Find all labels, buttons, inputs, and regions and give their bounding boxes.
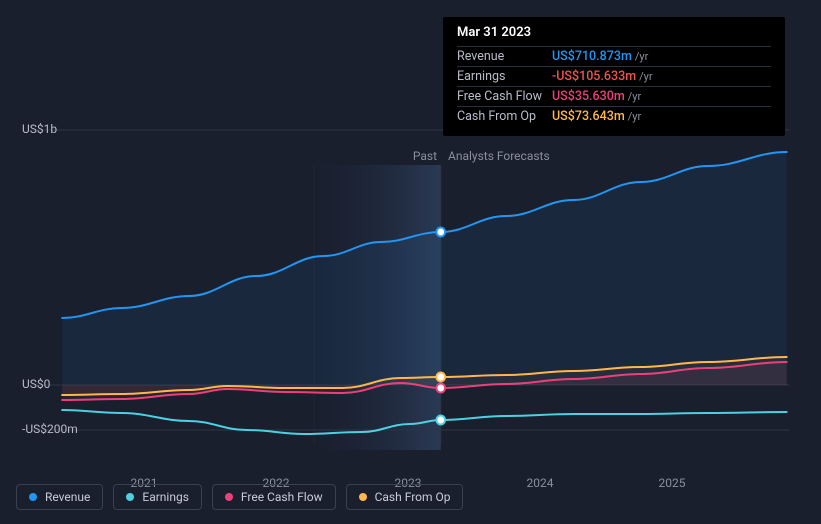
legend-item-revenue[interactable]: Revenue xyxy=(16,484,103,510)
tooltip-row-label: Revenue xyxy=(457,49,552,64)
tooltip-row: Earnings-US$105.633m/yr xyxy=(457,66,771,86)
tooltip-row: RevenueUS$710.873m/yr xyxy=(457,46,771,66)
y-tick-label: US$1b xyxy=(22,122,57,136)
x-tick-label: 2025 xyxy=(659,476,686,490)
legend-item-cash-from-op[interactable]: Cash From Op xyxy=(346,484,464,510)
legend-label: Cash From Op xyxy=(375,490,451,504)
y-tick-label: -US$200m xyxy=(22,422,78,436)
tooltip-row-value: US$35.630m xyxy=(552,89,625,104)
tooltip-row-unit: /yr xyxy=(628,110,641,123)
past-label: Past xyxy=(413,149,437,163)
tooltip-row-unit: /yr xyxy=(628,90,641,103)
tooltip-title: Mar 31 2023 xyxy=(457,25,771,46)
forecast-label: Analysts Forecasts xyxy=(448,149,550,163)
section-labels: Past Analysts Forecasts xyxy=(48,149,805,167)
tooltip-row-unit: /yr xyxy=(635,50,648,63)
tooltip-row-value: -US$105.633m xyxy=(552,69,636,84)
legend-label: Free Cash Flow xyxy=(241,490,323,504)
legend-dot-icon xyxy=(29,493,37,501)
tooltip-row: Free Cash FlowUS$35.630m/yr xyxy=(457,86,771,106)
tooltip-row-label: Earnings xyxy=(457,69,552,84)
tooltip-row-label: Free Cash Flow xyxy=(457,89,552,104)
x-tick-label: 2024 xyxy=(527,476,554,490)
legend-dot-icon xyxy=(126,493,134,501)
tooltip-row: Cash From OpUS$73.643m/yr xyxy=(457,106,771,126)
legend-label: Revenue xyxy=(45,490,90,504)
y-tick-label: US$0 xyxy=(22,377,50,391)
chart-tooltip: Mar 31 2023 RevenueUS$710.873m/yrEarning… xyxy=(443,17,785,136)
legend-dot-icon xyxy=(225,493,233,501)
tooltip-row-label: Cash From Op xyxy=(457,109,552,124)
legend-item-free-cash-flow[interactable]: Free Cash Flow xyxy=(212,484,336,510)
tooltip-row-value: US$73.643m xyxy=(552,109,625,124)
legend-dot-icon xyxy=(359,493,367,501)
tooltip-row-value: US$710.873m xyxy=(552,49,632,64)
legend-item-earnings[interactable]: Earnings xyxy=(113,484,202,510)
legend-label: Earnings xyxy=(142,490,189,504)
tooltip-row-unit: /yr xyxy=(639,70,652,83)
chart-legend: Revenue Earnings Free Cash Flow Cash From O… xyxy=(16,484,463,510)
